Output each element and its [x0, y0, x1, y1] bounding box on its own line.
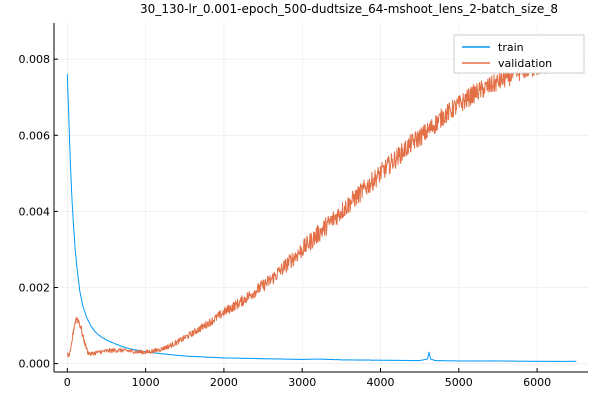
y-tick-label: 0.008: [19, 53, 51, 66]
x-tick-label: 0: [64, 376, 71, 389]
series-lines: [66, 48, 577, 362]
grid: [54, 23, 588, 372]
x-tick-label: 4000: [367, 376, 395, 389]
y-tick-label: 0.002: [19, 282, 51, 295]
y-tick-label: 0.004: [19, 205, 51, 218]
y-tick-label: 0.006: [19, 129, 51, 142]
x-tick-label: 5000: [445, 376, 473, 389]
chart-title: 30_130-lr_0.001-epoch_500-dudtsize_64-ms…: [140, 2, 558, 16]
series-line-train: [66, 74, 577, 362]
series-line-validation: [66, 48, 577, 358]
x-tick-label: 6000: [523, 376, 551, 389]
legend-label-train: train: [498, 41, 524, 54]
x-tick-label: 1000: [132, 376, 160, 389]
axes: 0 1000 2000 3000 4000 5000 6000 0.000 0.002 0.004…: [19, 23, 588, 389]
legend: train validation: [453, 34, 585, 74]
y-tick-label: 0.000: [19, 358, 51, 371]
legend-label-validation: validation: [498, 57, 552, 70]
x-tick-label: 2000: [210, 376, 238, 389]
x-tick-label: 3000: [288, 376, 316, 389]
legend-box: [453, 34, 585, 74]
